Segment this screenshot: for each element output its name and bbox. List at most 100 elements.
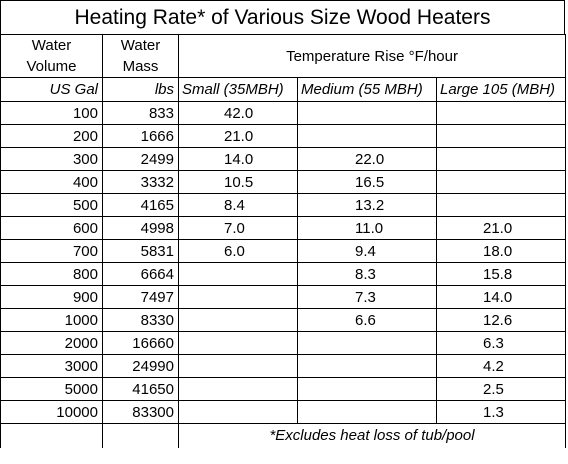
cell-medium-rate <box>297 377 437 401</box>
cell-large-rate: 14.0 <box>435 285 567 309</box>
table-row: 300 2499 14.0 22.0 <box>0 147 567 171</box>
cell-lbs: 8330 <box>102 308 179 332</box>
cell-small-rate <box>178 354 298 378</box>
cell-us-gal: 10000 <box>0 400 103 424</box>
cell-small-rate <box>178 377 298 401</box>
table-row: 2000 16660 6.3 <box>0 331 567 355</box>
cell-small-rate <box>178 262 298 286</box>
cell-small-rate: 21.0 <box>178 124 298 148</box>
cell-us-gal: 500 <box>0 193 103 217</box>
cell-us-gal: 800 <box>0 262 103 286</box>
cell-large-rate: 6.3 <box>435 331 567 355</box>
cell-medium-rate <box>297 101 437 125</box>
cell-us-gal: 400 <box>0 170 103 194</box>
cell-large-rate <box>435 170 567 194</box>
cell-us-gal: 1000 <box>0 308 103 332</box>
cell-lbs: 41650 <box>102 377 179 401</box>
table-row: 5000 41650 2.5 <box>0 377 567 401</box>
table-row: 600 4998 7.0 11.0 21.0 <box>0 216 567 240</box>
header-water-mass-line2: Mass <box>122 58 159 75</box>
cell-lbs: 16660 <box>102 331 179 355</box>
header-units-row: US Gal lbs Small (35MBH) Medium (55 MBH)… <box>0 77 567 102</box>
footnote-blank-cell <box>0 423 103 448</box>
table-row: 400 3332 10.5 16.5 <box>0 170 567 194</box>
cell-us-gal: 300 <box>0 147 103 171</box>
unit-us-gal: US Gal <box>0 77 103 102</box>
table-title: Heating Rate* of Various Size Wood Heate… <box>0 0 565 34</box>
cell-small-rate: 10.5 <box>178 170 298 194</box>
cell-lbs: 24990 <box>102 354 179 378</box>
cell-medium-rate: 16.5 <box>297 170 437 194</box>
table-row: 700 5831 6.0 9.4 18.0 <box>0 239 567 263</box>
cell-small-rate: 8.4 <box>178 193 298 217</box>
header-water-volume: Water Volume <box>0 34 103 78</box>
cell-us-gal: 900 <box>0 285 103 309</box>
cell-medium-rate: 9.4 <box>297 239 437 263</box>
cell-large-rate <box>435 124 567 148</box>
table-row: 10000 83300 1.3 <box>0 400 567 424</box>
header-temperature-rise: Temperature Rise °F/hour <box>177 34 567 78</box>
cell-medium-rate: 7.3 <box>297 285 437 309</box>
cell-small-rate: 42.0 <box>178 101 298 125</box>
header-water-mass: Water Mass <box>102 34 179 78</box>
cell-small-rate: 7.0 <box>178 216 298 240</box>
table-row: 800 6664 8.3 15.8 <box>0 262 567 286</box>
cell-small-rate: 14.0 <box>178 147 298 171</box>
table-row: 900 7497 7.3 14.0 <box>0 285 567 309</box>
cell-small-rate <box>178 331 298 355</box>
cell-small-rate <box>178 308 298 332</box>
cell-lbs: 5831 <box>102 239 179 263</box>
table-row: 3000 24990 4.2 <box>0 354 567 378</box>
cell-medium-rate: 22.0 <box>297 147 437 171</box>
cell-lbs: 1666 <box>102 124 179 148</box>
cell-lbs: 6664 <box>102 262 179 286</box>
cell-large-rate <box>435 147 567 171</box>
footnote: *Excludes heat loss of tub/pool <box>177 423 567 448</box>
cell-lbs: 4165 <box>102 193 179 217</box>
cell-us-gal: 100 <box>0 101 103 125</box>
cell-large-rate: 21.0 <box>435 216 567 240</box>
cell-medium-rate: 13.2 <box>297 193 437 217</box>
cell-large-rate: 1.3 <box>435 400 567 424</box>
cell-small-rate <box>178 285 298 309</box>
cell-us-gal: 700 <box>0 239 103 263</box>
cell-large-rate: 18.0 <box>435 239 567 263</box>
unit-large: Large 105 (MBH) <box>435 77 567 102</box>
cell-large-rate: 12.6 <box>435 308 567 332</box>
cell-medium-rate <box>297 354 437 378</box>
cell-medium-rate <box>297 400 437 424</box>
cell-us-gal: 200 <box>0 124 103 148</box>
cell-lbs: 3332 <box>102 170 179 194</box>
cell-large-rate: 15.8 <box>435 262 567 286</box>
table-row: 500 4165 8.4 13.2 <box>0 193 567 217</box>
footnote-blank-cell <box>102 423 179 448</box>
cell-us-gal: 5000 <box>0 377 103 401</box>
cell-medium-rate: 11.0 <box>297 216 437 240</box>
cell-medium-rate: 6.6 <box>297 308 437 332</box>
cell-medium-rate <box>297 331 437 355</box>
cell-lbs: 7497 <box>102 285 179 309</box>
header-water-mass-line1: Water <box>120 37 161 54</box>
heating-rate-table: Water Volume Water Mass Temperature Rise… <box>0 34 567 448</box>
cell-lbs: 2499 <box>102 147 179 171</box>
cell-small-rate <box>178 400 298 424</box>
cell-us-gal: 600 <box>0 216 103 240</box>
cell-us-gal: 2000 <box>0 331 103 355</box>
header-water-volume-line1: Water <box>31 37 72 54</box>
table-row: 1000 8330 6.6 12.6 <box>0 308 567 332</box>
table-row: 200 1666 21.0 <box>0 124 567 148</box>
cell-lbs: 83300 <box>102 400 179 424</box>
cell-large-rate: 2.5 <box>435 377 567 401</box>
cell-large-rate <box>435 101 567 125</box>
cell-lbs: 4998 <box>102 216 179 240</box>
cell-us-gal: 3000 <box>0 354 103 378</box>
cell-lbs: 833 <box>102 101 179 125</box>
cell-small-rate: 6.0 <box>178 239 298 263</box>
unit-medium: Medium (55 MBH) <box>297 77 437 102</box>
header-water-volume-line2: Volume <box>26 58 77 75</box>
cell-medium-rate <box>297 124 437 148</box>
cell-large-rate <box>435 193 567 217</box>
table-row: 100 833 42.0 <box>0 101 567 125</box>
unit-lbs: lbs <box>102 77 179 102</box>
